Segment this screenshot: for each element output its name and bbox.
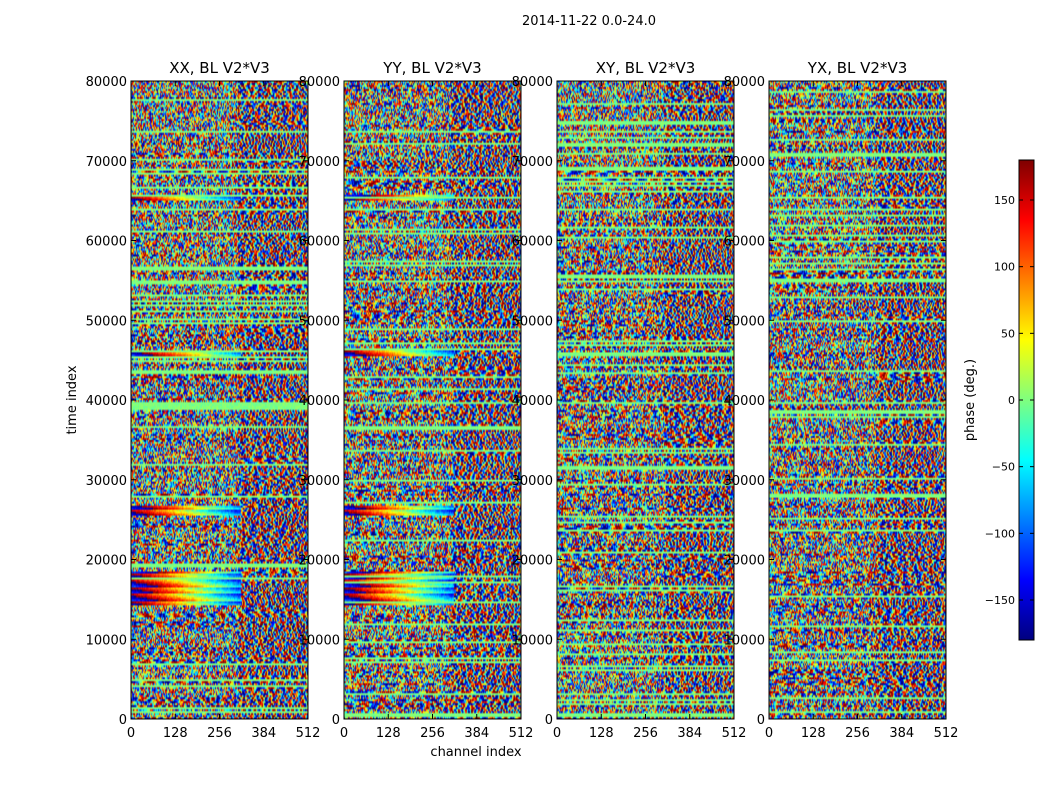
colorbar-tick-label: −50: [992, 461, 1015, 474]
panel-yy: YY, BL V2*V3 0 128 256 384 512 0 10000 20000 3000…: [299, 59, 534, 741]
y-tick-label: 20000: [299, 554, 340, 569]
x-tick-label: 512: [296, 726, 321, 741]
y-tick-label: 30000: [512, 474, 553, 489]
y-tick-label: 70000: [86, 155, 127, 170]
colorbar-tick-label: −150: [985, 594, 1015, 607]
x-tick-label: 0: [765, 726, 773, 741]
colorbar-label: phase (deg.): [963, 359, 978, 441]
x-tick-label: 384: [889, 726, 914, 741]
y-tick-label: 20000: [512, 554, 553, 569]
x-tick-label: 512: [722, 726, 747, 741]
y-tick-label: 0: [545, 713, 553, 728]
panel-xx: XX, BL V2*V3 0 128 256 384 512 0 10000 20000 3000…: [86, 59, 321, 741]
colorbar-tick-label: 50: [1001, 327, 1015, 340]
heatmap-yy: [344, 81, 521, 719]
y-tick-label: 10000: [724, 633, 765, 648]
x-tick-label: 256: [207, 726, 232, 741]
x-tick-label: 384: [251, 726, 276, 741]
y-tick-label: 80000: [512, 75, 553, 90]
x-tick-label: 128: [801, 726, 826, 741]
y-tick-label: 20000: [86, 554, 127, 569]
y-tick-label: 20000: [724, 554, 765, 569]
colorbar-tick-label: −100: [985, 527, 1015, 540]
x-tick-label: 0: [553, 726, 561, 741]
colorbar-tick-label: 100: [994, 261, 1015, 274]
x-tick-label: 256: [420, 726, 445, 741]
x-axis-label: channel index: [430, 745, 521, 760]
x-tick-label: 512: [509, 726, 534, 741]
y-tick-label: 0: [757, 713, 765, 728]
y-tick-label: 70000: [299, 155, 340, 170]
y-tick-label: 60000: [512, 235, 553, 250]
panel-title: XX, BL V2*V3: [169, 59, 270, 77]
panel-yx: YX, BL V2*V3 0 128 256 384 512 0 10000 20000 3000…: [724, 59, 959, 741]
y-tick-label: 10000: [86, 633, 127, 648]
y-axis-label: time index: [65, 365, 80, 434]
y-tick-label: 0: [332, 713, 340, 728]
y-tick-label: 10000: [299, 633, 340, 648]
x-tick-label: 256: [633, 726, 658, 741]
y-tick-label: 40000: [86, 394, 127, 409]
y-tick-label: 0: [119, 713, 127, 728]
colorbar: 150 100 50 0 −50 −100 −150: [985, 159, 1035, 641]
y-tick-label: 60000: [299, 235, 340, 250]
heatmap-xx: [131, 81, 308, 719]
x-tick-label: 128: [376, 726, 401, 741]
y-tick-label: 30000: [86, 474, 127, 489]
y-tick-label: 40000: [724, 394, 765, 409]
x-tick-label: 512: [934, 726, 959, 741]
y-tick-label: 60000: [86, 235, 127, 250]
panel-title: YY, BL V2*V3: [382, 59, 481, 77]
x-tick-label: 128: [163, 726, 188, 741]
x-tick-label: 0: [127, 726, 135, 741]
y-tick-label: 40000: [512, 394, 553, 409]
figure-title: 2014-11-22 0.0-24.0: [522, 14, 656, 29]
y-tick-label: 80000: [299, 75, 340, 90]
x-tick-label: 384: [464, 726, 489, 741]
y-tick-label: 70000: [512, 155, 553, 170]
colorbar-tick-label: 0: [1008, 394, 1015, 407]
y-tick-label: 60000: [724, 235, 765, 250]
x-tick-label: 128: [589, 726, 614, 741]
y-tick-label: 80000: [86, 75, 127, 90]
heatmap-xy: [557, 81, 734, 719]
y-tick-label: 50000: [86, 314, 127, 329]
y-tick-label: 50000: [512, 314, 553, 329]
x-tick-label: 256: [845, 726, 870, 741]
panel-title: YX, BL V2*V3: [807, 59, 908, 77]
y-tick-label: 80000: [724, 75, 765, 90]
y-tick-label: 70000: [724, 155, 765, 170]
panel-xy: XY, BL V2*V3 0 128 256 384 512 0 10000 20000 3000…: [512, 59, 747, 741]
x-tick-label: 0: [340, 726, 348, 741]
x-tick-label: 384: [677, 726, 702, 741]
y-tick-label: 50000: [724, 314, 765, 329]
y-tick-label: 30000: [724, 474, 765, 489]
y-tick-label: 30000: [299, 474, 340, 489]
heatmap-yx: [769, 81, 946, 719]
panel-title: XY, BL V2*V3: [596, 59, 696, 77]
y-tick-label: 40000: [299, 394, 340, 409]
colorbar-tick-label: 150: [994, 194, 1015, 207]
y-tick-label: 10000: [512, 633, 553, 648]
y-tick-label: 50000: [299, 314, 340, 329]
